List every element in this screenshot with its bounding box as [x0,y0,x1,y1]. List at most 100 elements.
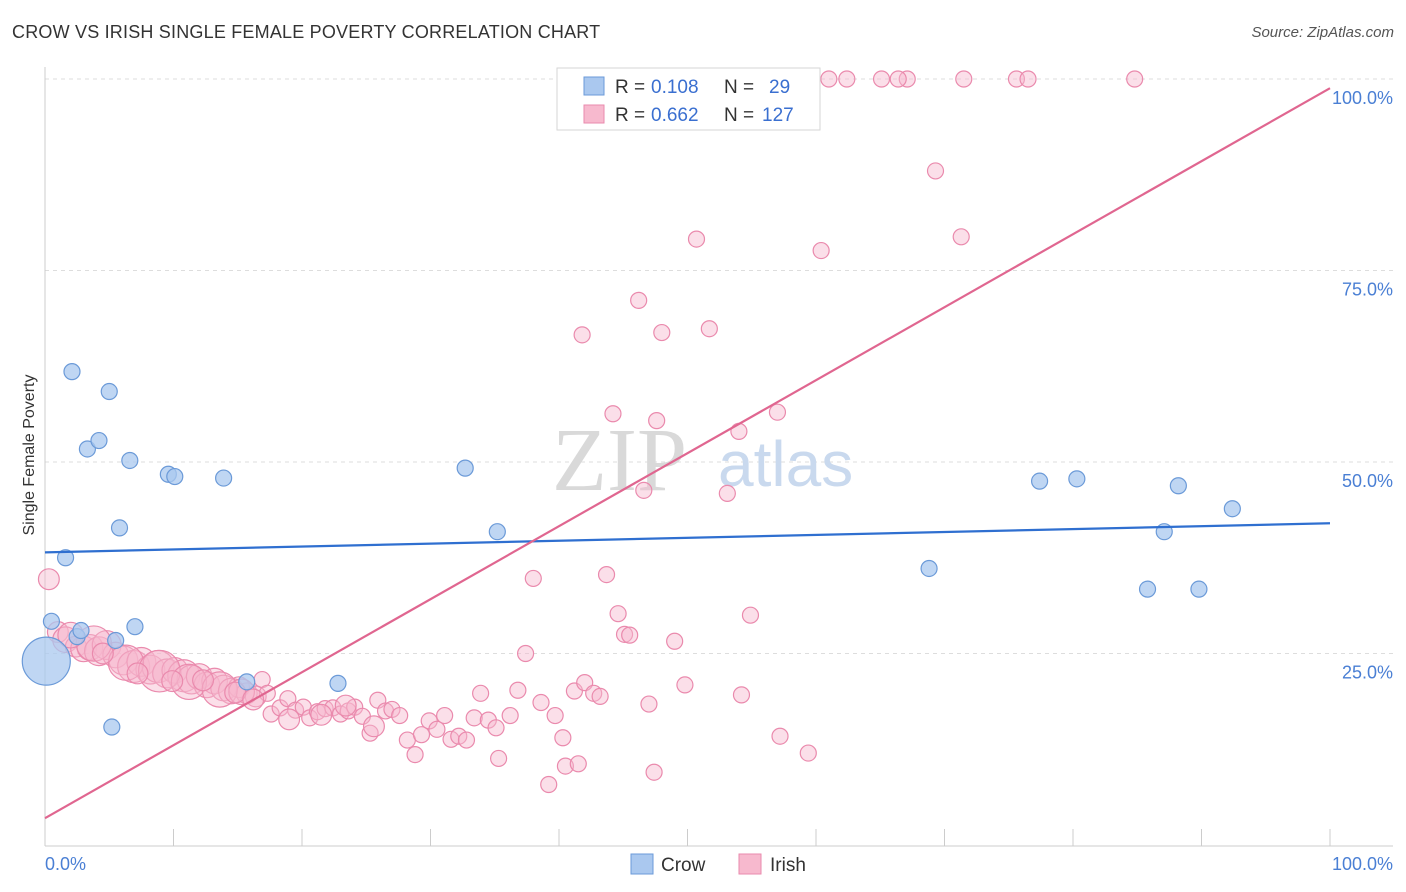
data-points [21,70,1241,794]
crow-point [456,459,474,477]
bottom-legend-crow-swatch [630,853,654,875]
crow-point [488,523,506,541]
crow-point [42,612,61,630]
irish-point [889,70,907,88]
bottom-legend-irish-label: Irish [770,855,806,876]
y-tick-label: 75.0% [1342,280,1393,300]
legend-crow-swatch [583,76,605,96]
crow-point [1223,500,1241,518]
irish-point [192,669,215,692]
irish-point [465,709,483,727]
irish-point [666,632,684,650]
irish-point [730,422,748,440]
irish-point [334,694,357,717]
watermark: ZIP atlas [552,411,853,510]
crow-point [56,549,75,567]
legend-crow-r-label: R = [615,77,645,98]
irish-point [362,715,385,738]
irish-point [91,642,114,665]
y-tick-label: 100.0% [1332,88,1393,108]
irish-point [955,70,973,88]
irish-point [609,605,627,623]
legend-crow-n-value: 29 [769,77,790,98]
source-credit: Source: ZipAtlas.com [1251,24,1394,41]
legend-irish-n-value: 127 [762,105,794,126]
irish-point [310,703,333,726]
irish-point [573,326,591,344]
crow-point [238,673,256,691]
watermark-zip: ZIP [552,411,687,510]
crow-trend-line [44,522,1331,554]
irish-point [278,708,301,731]
irish-point [648,412,666,430]
irish-point [838,70,856,88]
crow-point [1190,580,1208,598]
legend-crow-r-value: 0.108 [651,77,699,98]
irish-point [37,568,60,591]
crow-point [166,467,184,486]
irish-point [687,230,706,248]
irish-point [926,162,945,180]
irish-trend-line [44,87,1331,820]
legend-crow-n-label: N = [724,77,754,98]
irish-point [152,658,183,689]
irish-point [554,729,572,747]
irish-point [170,663,208,701]
irish-point [428,720,446,738]
irish-point [412,726,431,744]
axes [44,67,1393,847]
x-tick-label: 0.0% [45,854,86,874]
crow-point [1030,472,1049,490]
irish-point [490,749,508,768]
trend-lines [44,87,1331,820]
irish-point [635,481,653,499]
crow-point [72,621,90,640]
irish-point [532,693,550,712]
irish-point [653,323,671,342]
irish-point [621,626,639,644]
irish-point [718,484,736,503]
irish-point [262,705,280,723]
legend-irish-r-value: 0.662 [651,105,699,126]
irish-point [201,667,229,695]
crow-point [1068,470,1086,488]
tick-labels: 25.0% 50.0% 75.0% 100.0% 0.0% 100.0% [45,88,1393,874]
irish-point [732,686,751,704]
y-tick-label: 25.0% [1342,663,1393,683]
irish-point [812,241,830,260]
irish-point [201,671,238,708]
irish-point [126,662,149,685]
legend-box: R = 0.108 N = 29 R = 0.662 N = 127 [556,67,821,131]
irish-point [406,746,424,764]
irish-point [457,731,476,749]
crow-point [121,451,139,470]
legend-irish-r-label: R = [615,105,645,126]
crow-point [329,674,347,692]
irish-point [630,291,648,309]
irish-point [799,744,817,762]
irish-point [700,320,718,338]
crow-point [126,618,144,636]
y-axis-label: Single Female Poverty [21,375,38,536]
crow-point [21,636,71,686]
irish-point [556,757,575,775]
irish-point [645,763,663,781]
irish-point [516,644,535,663]
crow-point [1169,477,1187,495]
crow-points [21,363,1241,736]
irish-point [137,649,181,693]
irish-point [540,775,558,794]
irish-point [501,706,519,725]
irish-point [591,687,609,705]
crow-point [103,718,121,736]
crow-point [215,469,233,487]
legend-irish-n-label: N = [724,105,754,126]
irish-point [615,625,634,643]
crow-point [63,363,81,381]
grid-lines [45,78,1393,654]
irish-point [524,569,542,588]
irish-point [898,70,916,88]
x-tick-label: 100.0% [1332,854,1393,874]
irish-point [487,719,505,737]
